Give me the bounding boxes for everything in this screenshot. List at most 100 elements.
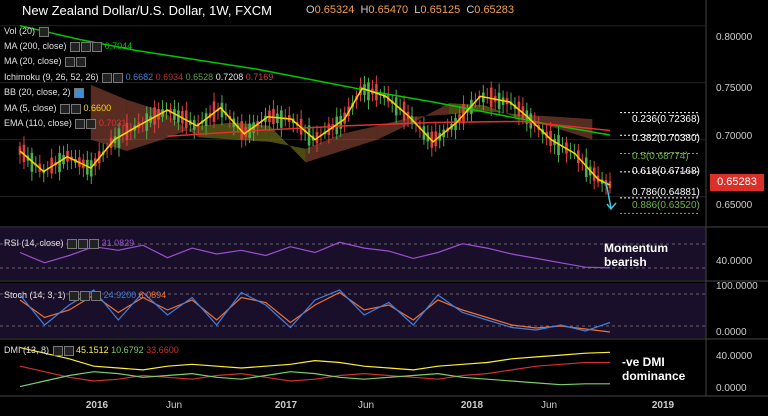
candle-body bbox=[394, 97, 398, 116]
momentum-note: Momentum bearish bbox=[604, 241, 668, 269]
stoch-legend[interactable]: Stoch (14, 3, 1) 24.9200 6.0894 bbox=[4, 290, 166, 301]
vol-label: Vol (20) bbox=[4, 26, 36, 36]
eye-icon[interactable] bbox=[102, 72, 113, 83]
ma5-legend[interactable]: MA (5, close) 0.6600 bbox=[4, 103, 111, 114]
open-label: O bbox=[306, 4, 315, 16]
ema110-value: 0.7031 bbox=[98, 118, 127, 128]
ma200-legend[interactable]: MA (200, close) 0.7044 bbox=[4, 41, 132, 52]
low-label: L bbox=[414, 4, 421, 16]
eye-icon[interactable] bbox=[52, 345, 63, 356]
candle-body bbox=[280, 110, 283, 128]
stoch-d-value: 6.0894 bbox=[138, 290, 167, 300]
fib-level-786: 0.786(0.64881) bbox=[632, 187, 700, 198]
ichimoku-values: 0.6682 0.6934 0.6528 0.7208 0.7169 bbox=[126, 72, 274, 82]
ma5-label: MA (5, close) bbox=[4, 103, 57, 113]
symbol-title[interactable]: New Zealand Dollar/U.S. Dollar, 1W, FXCM bbox=[22, 3, 272, 18]
stoch-tick: 100.0000 bbox=[716, 281, 758, 292]
high-label: H bbox=[360, 4, 369, 16]
cloud-segment bbox=[413, 103, 450, 123]
candle-body bbox=[185, 110, 188, 128]
settings-icon[interactable] bbox=[76, 56, 87, 67]
ma20-legend[interactable]: MA (20, close) bbox=[4, 56, 87, 67]
low-value: 0.65125 bbox=[420, 4, 461, 16]
cloud-segment bbox=[162, 111, 199, 140]
candle-body bbox=[153, 107, 156, 125]
ma200-label: MA (200, close) bbox=[4, 41, 67, 51]
ma5-value: 0.6600 bbox=[83, 103, 112, 113]
high-value: 0.65470 bbox=[368, 4, 409, 16]
series-line bbox=[19, 87, 611, 186]
ichimoku-value: 0.7169 bbox=[243, 72, 274, 82]
eye-icon[interactable] bbox=[75, 118, 86, 129]
settings-icon[interactable] bbox=[113, 72, 124, 83]
settings-icon[interactable] bbox=[71, 103, 82, 114]
stoch-tick: 0.0000 bbox=[716, 327, 747, 338]
ichimoku-label: Ichimoku (9, 26, 52, 26) bbox=[4, 72, 99, 82]
dmi-tick: 40.0000 bbox=[716, 351, 753, 362]
time-axis-label: Jun bbox=[541, 400, 557, 411]
eye-icon[interactable] bbox=[60, 103, 71, 114]
settings-icon[interactable] bbox=[74, 87, 85, 98]
close-icon[interactable] bbox=[89, 238, 100, 249]
dmi-minus-line bbox=[19, 361, 610, 382]
price-tick: 0.65000 bbox=[716, 200, 753, 211]
rsi-value: 31.0829 bbox=[101, 238, 135, 248]
ichimoku-value: 0.7208 bbox=[213, 72, 244, 82]
candle-body bbox=[307, 125, 311, 146]
settings-icon[interactable] bbox=[81, 41, 92, 52]
close-icon[interactable] bbox=[91, 290, 102, 301]
time-axis: 2016 Jun 2017 Jun 2018 Jun 2019 bbox=[86, 400, 675, 411]
candle-body bbox=[145, 113, 149, 131]
rsi-legend[interactable]: RSI (14, close) 31.0829 bbox=[4, 238, 134, 249]
candle-body bbox=[58, 152, 61, 173]
chart-header: New Zealand Dollar/U.S. Dollar, 1W, FXCM… bbox=[0, 0, 706, 20]
arrow-down-icon bbox=[605, 181, 617, 211]
candle-body bbox=[117, 128, 121, 148]
cloud-segment bbox=[305, 133, 342, 163]
candle-body bbox=[557, 135, 560, 156]
time-axis-label: Jun bbox=[358, 400, 374, 411]
settings-icon[interactable] bbox=[38, 26, 49, 37]
dmi-note: -ve DMI dominance bbox=[622, 355, 686, 383]
eye-icon[interactable] bbox=[67, 238, 78, 249]
fib-level-236: 0.236(0.72368) bbox=[632, 114, 700, 125]
dmi-label: DMI (13, 8) bbox=[4, 345, 50, 355]
ema110-label: EMA (110, close) bbox=[4, 118, 72, 128]
dmi-plus-value: 10.6792 bbox=[111, 345, 144, 355]
time-axis-label: 2016 bbox=[86, 400, 109, 411]
price-tick: 0.70000 bbox=[716, 131, 753, 142]
rsi-line bbox=[19, 241, 611, 269]
settings-icon[interactable] bbox=[78, 238, 89, 249]
indicator-lines bbox=[19, 24, 611, 186]
candle-body bbox=[125, 122, 129, 140]
price-tick: 0.75000 bbox=[716, 83, 753, 94]
dmi-adx-line bbox=[19, 347, 611, 371]
candle-body bbox=[489, 87, 493, 108]
eye-icon[interactable] bbox=[65, 56, 76, 67]
cloud-segment bbox=[269, 125, 306, 163]
close-value: 0.65283 bbox=[474, 4, 515, 16]
dmi-legend[interactable]: DMI (13, 8) 45.1512 10.6792 33.6600 bbox=[4, 345, 179, 356]
candle-body bbox=[50, 157, 53, 174]
cloud-segment bbox=[341, 125, 378, 151]
bb-legend[interactable]: BB (20, close, 2) bbox=[4, 87, 85, 98]
time-axis-label: 2018 bbox=[461, 400, 484, 411]
vol-legend[interactable]: Vol (20) bbox=[4, 26, 49, 37]
fib-level-500: 0.5(0.68774) bbox=[632, 151, 689, 162]
candle-body bbox=[30, 152, 34, 172]
ichimoku-legend[interactable]: Ichimoku (9, 26, 52, 26) 0.6682 0.6934 0… bbox=[4, 72, 273, 83]
settings-icon[interactable] bbox=[80, 290, 91, 301]
ma20-label: MA (20, close) bbox=[4, 56, 62, 66]
dmi-plus-line bbox=[19, 371, 610, 388]
settings-icon[interactable] bbox=[86, 118, 97, 129]
eye-icon[interactable] bbox=[69, 290, 80, 301]
close-icon[interactable] bbox=[92, 41, 103, 52]
settings-icon[interactable] bbox=[63, 345, 74, 356]
ichimoku-value: 0.6682 bbox=[125, 72, 154, 82]
ema110-legend[interactable]: EMA (110, close) 0.7031 bbox=[4, 118, 126, 129]
rsi-label: RSI (14, close) bbox=[4, 238, 64, 248]
eye-icon[interactable] bbox=[70, 41, 81, 52]
cloud-segment bbox=[90, 84, 127, 151]
